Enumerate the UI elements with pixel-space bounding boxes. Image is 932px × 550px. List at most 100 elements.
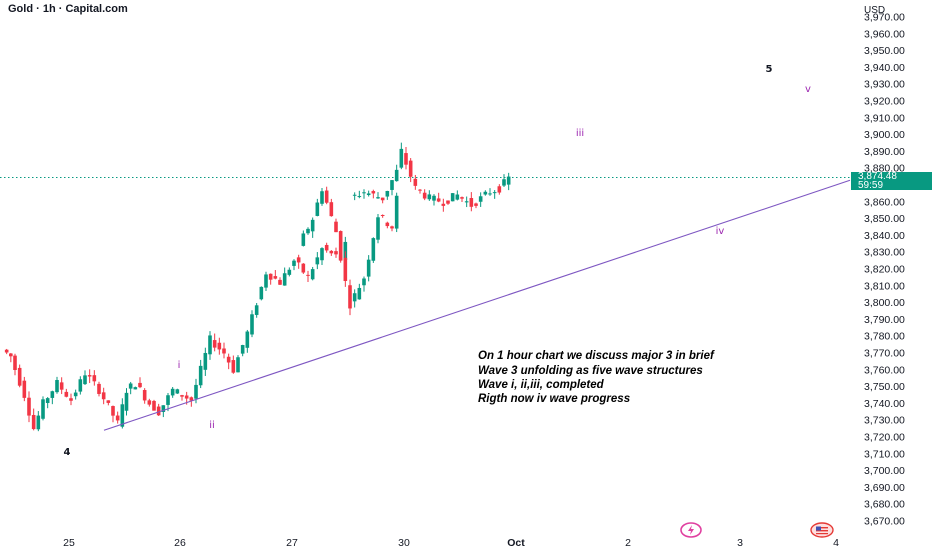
- candle-body: [212, 340, 217, 348]
- candle-body: [474, 203, 478, 206]
- wave-label: v: [805, 84, 811, 95]
- candle-body: [371, 191, 376, 194]
- candle-body: [348, 285, 352, 309]
- candle-body: [222, 348, 226, 354]
- candle-body: [166, 395, 170, 405]
- candle-body: [418, 189, 422, 191]
- candle-body: [380, 215, 385, 217]
- last-price-tag: 3,874.48 59:59: [851, 171, 932, 191]
- symbol-title[interactable]: Gold · 1h · Capital.com: [8, 3, 128, 15]
- y-tick-label: 3,890.00: [864, 146, 905, 158]
- candle-body: [380, 197, 385, 201]
- y-tick-label: 3,840.00: [864, 230, 905, 242]
- candle-body: [27, 397, 31, 416]
- candle-body: [432, 195, 436, 201]
- candle-body: [138, 382, 142, 388]
- candle-body: [175, 389, 180, 394]
- y-tick-label: 3,950.00: [864, 45, 905, 57]
- candle-body: [497, 186, 502, 193]
- candle-body: [329, 250, 334, 254]
- wave-label: i: [178, 360, 181, 371]
- analysis-note-1: On 1 hour chart we discuss major 3 in br…: [478, 350, 714, 362]
- y-tick-label: 3,730.00: [864, 415, 905, 427]
- candle-body: [390, 180, 394, 190]
- candle-body: [41, 399, 45, 419]
- candle-body: [306, 228, 310, 234]
- candle-body: [376, 197, 380, 199]
- candle-body: [455, 194, 460, 200]
- wave-label: iv: [716, 226, 725, 237]
- candle-body: [170, 388, 175, 396]
- candle-body: [483, 191, 488, 195]
- candle-body: [502, 179, 506, 186]
- candle-body: [408, 160, 413, 177]
- flag-icon[interactable]: [810, 522, 834, 538]
- currency-label: USD: [864, 5, 886, 16]
- candle-body: [250, 314, 254, 335]
- candle-body: [92, 375, 97, 382]
- candle-body: [371, 238, 376, 261]
- y-tick-label: 3,670.00: [864, 516, 905, 528]
- y-tick-label: 3,740.00: [864, 398, 905, 410]
- candle-body: [343, 257, 348, 282]
- y-tick-label: 3,900.00: [864, 129, 905, 141]
- candle-body: [17, 367, 22, 386]
- x-tick-label: 4: [833, 537, 839, 549]
- candle-body: [385, 190, 390, 197]
- candle-body: [78, 379, 83, 392]
- y-tick-label: 3,780.00: [864, 331, 905, 343]
- candle-body: [278, 279, 282, 285]
- wave-label: 4: [64, 447, 71, 458]
- candle-body: [203, 352, 208, 370]
- y-tick-label: 3,790.00: [864, 314, 905, 326]
- analysis-note-4: Rigth now iv wave progress: [478, 393, 631, 405]
- candle-body: [422, 192, 427, 199]
- trendline[interactable]: [103, 179, 851, 431]
- candle-body: [50, 391, 55, 398]
- candle-body: [296, 257, 301, 263]
- candle-body: [231, 360, 236, 373]
- candle-body: [394, 195, 399, 229]
- candle-body: [254, 305, 259, 315]
- y-tick-label: 3,800.00: [864, 297, 905, 309]
- candle-body: [120, 404, 125, 427]
- candle-body: [306, 274, 310, 276]
- candle-body: [245, 331, 250, 348]
- candle-body: [22, 380, 27, 398]
- candle-body: [259, 286, 264, 300]
- y-tick-label: 3,680.00: [864, 499, 905, 511]
- x-tick-label: 26: [174, 537, 186, 549]
- y-tick-label: 3,710.00: [864, 448, 905, 460]
- last-price-value: 3,874.48: [858, 171, 897, 182]
- y-tick-label: 3,810.00: [864, 280, 905, 292]
- candle-body: [357, 196, 362, 198]
- candle-body: [128, 383, 133, 389]
- y-tick-label: 3,770.00: [864, 348, 905, 360]
- x-tick-label: 27: [286, 537, 298, 549]
- candle-body: [292, 260, 296, 266]
- candle-body: [506, 176, 511, 185]
- analysis-note-2: Wave 3 unfolding as five wave structures: [478, 365, 703, 377]
- candle-body: [97, 383, 101, 394]
- candle-body: [147, 400, 152, 405]
- candle-body: [59, 382, 64, 390]
- candle-body: [189, 397, 194, 401]
- y-tick-label: 3,960.00: [864, 28, 905, 40]
- x-tick-label: 25: [63, 537, 75, 549]
- candle-body: [436, 198, 441, 202]
- candle-body: [156, 406, 161, 416]
- candle-body: [488, 193, 492, 195]
- candle-body: [492, 192, 497, 194]
- y-tick-label: 3,760.00: [864, 364, 905, 376]
- y-tick-label: 3,970.00: [864, 12, 905, 24]
- y-tick-label: 3,690.00: [864, 482, 905, 494]
- candle-body: [13, 355, 17, 370]
- candle-body: [329, 202, 334, 217]
- candle-body: [427, 194, 432, 200]
- candle-body: [352, 194, 357, 196]
- lightning-icon[interactable]: [680, 522, 702, 538]
- candle-body: [124, 392, 129, 411]
- y-tick-label: 3,700.00: [864, 465, 905, 477]
- x-tick-label: Oct: [507, 537, 525, 549]
